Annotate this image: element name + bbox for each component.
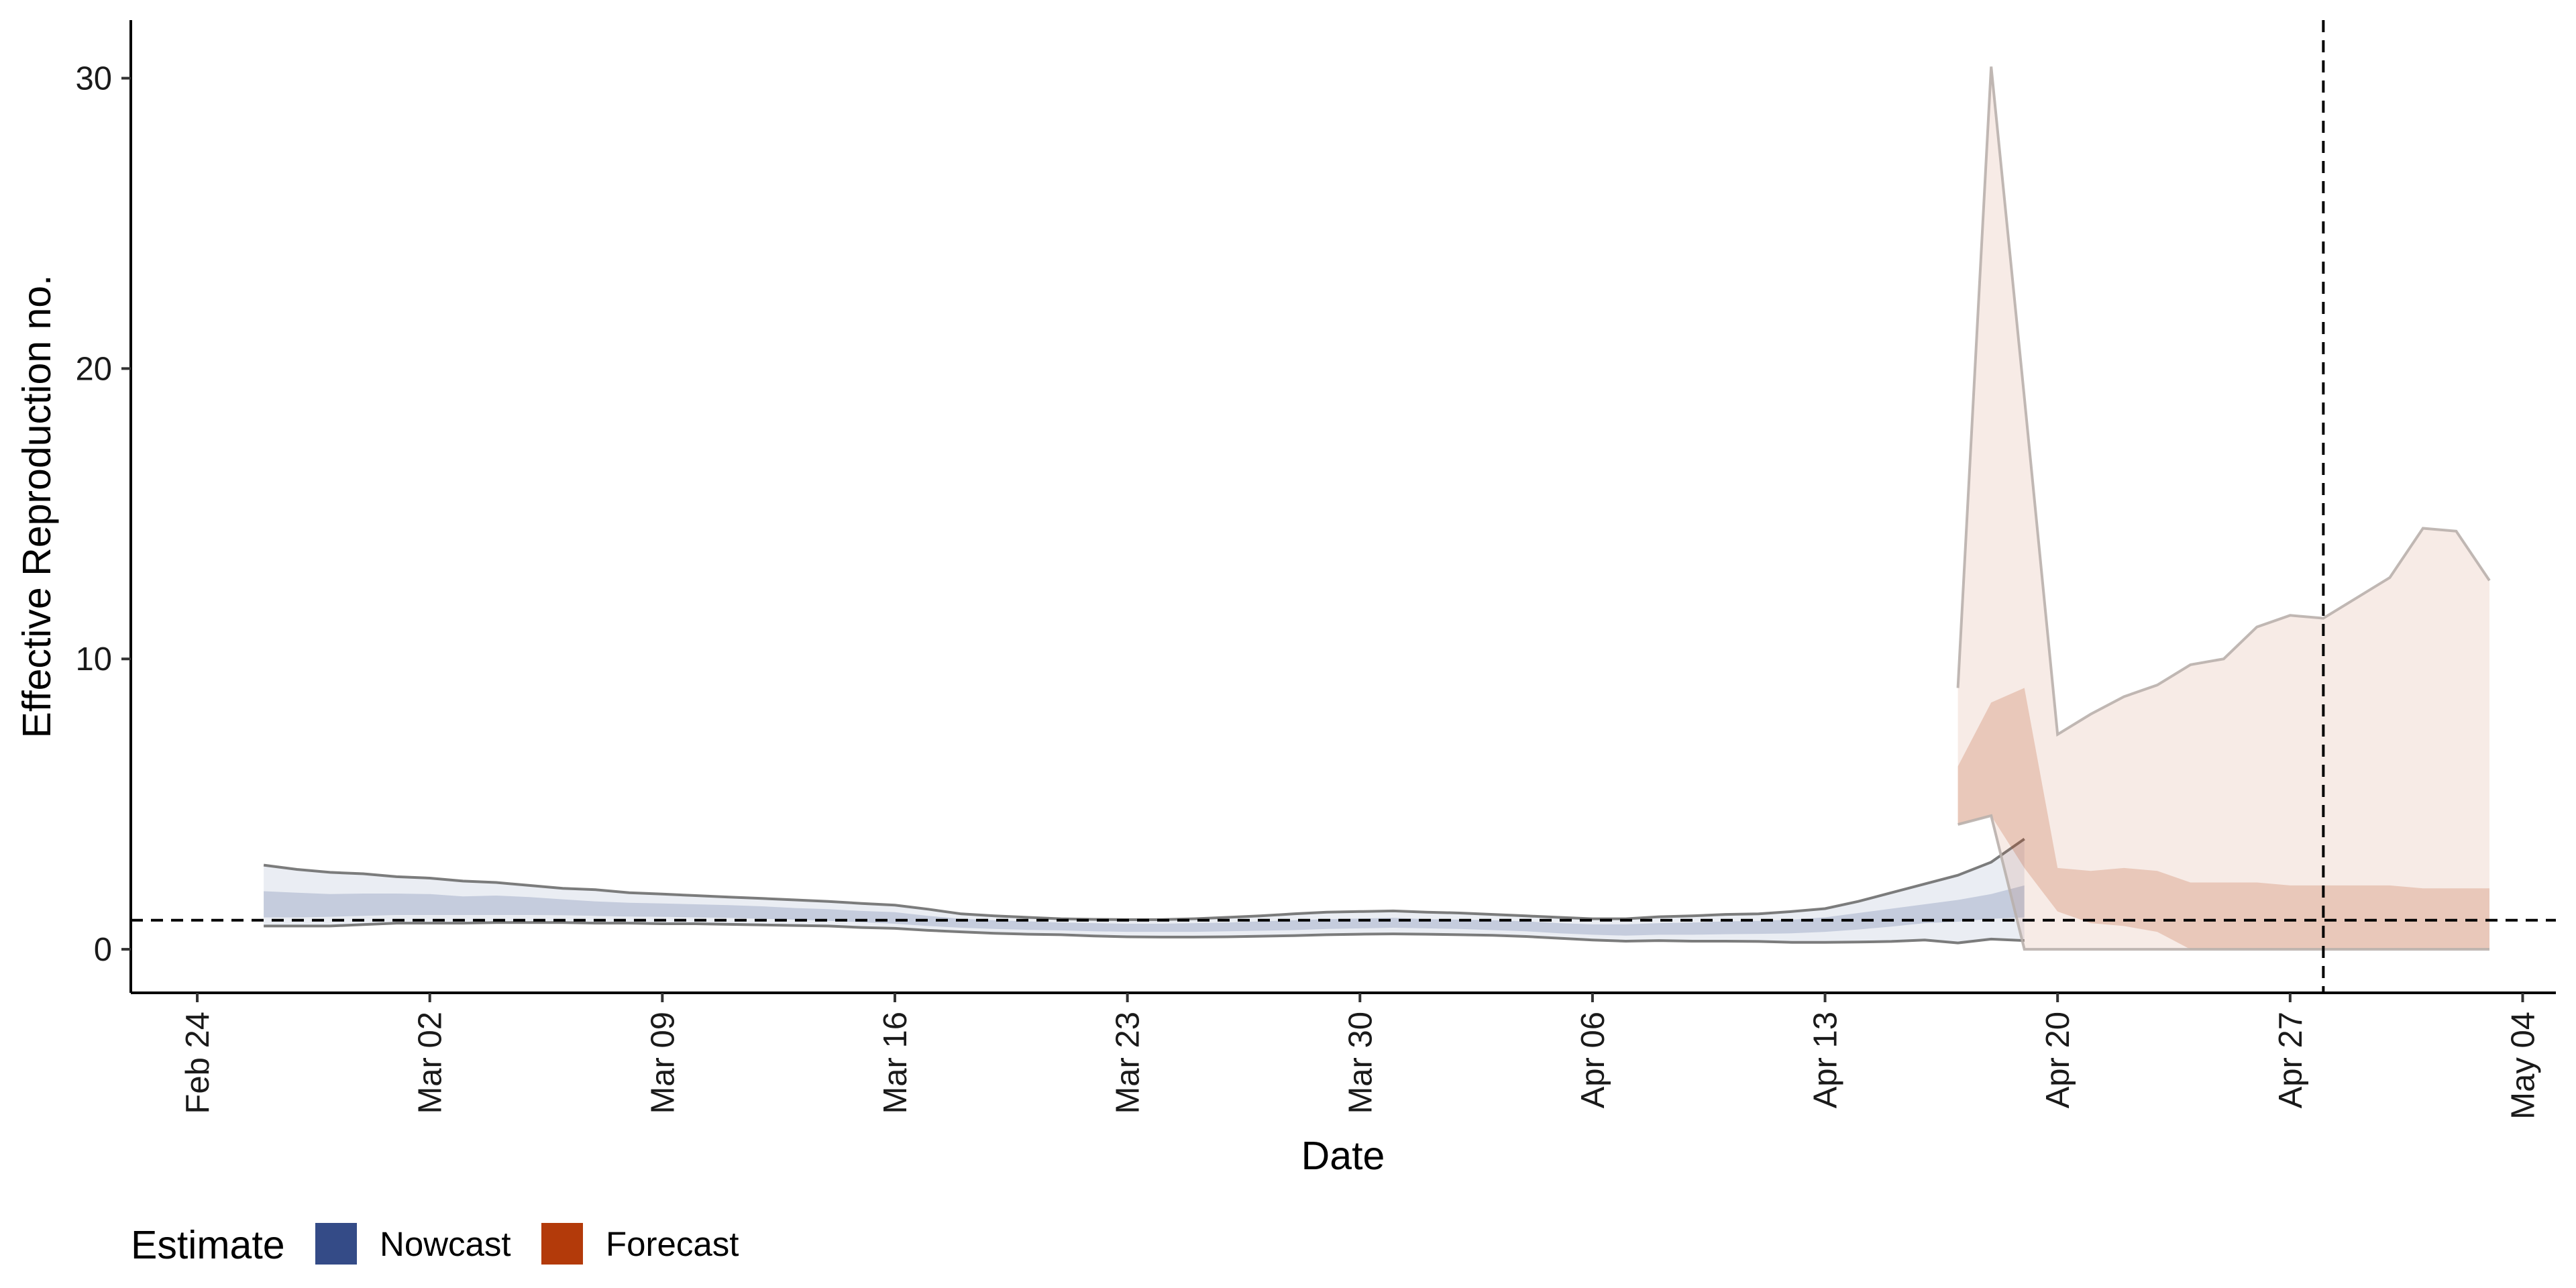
- y-tick-label: 20: [75, 351, 112, 387]
- nowcast-90pct-band: [264, 839, 2025, 943]
- x-tick-label: Mar 23: [1110, 1012, 1146, 1114]
- x-tick-label: Apr 20: [2040, 1012, 2076, 1108]
- legend-swatch-nowcast: [315, 1223, 357, 1265]
- x-tick-label: Mar 09: [645, 1012, 681, 1114]
- forecast-lower-90-line: [1957, 814, 2489, 951]
- legend-label-forecast: Forecast: [606, 1225, 739, 1263]
- x-tick-label: Apr 06: [1575, 1012, 1611, 1108]
- y-axis-ticks: 0 10 20 30: [75, 61, 131, 968]
- x-tick-label: May 04: [2506, 1012, 2542, 1120]
- legend-swatch-forecast: [541, 1223, 583, 1265]
- x-tick-label: Mar 30: [1342, 1012, 1379, 1114]
- estimate-bands: [263, 66, 2491, 951]
- nowcast-50pct-band: [264, 885, 2025, 936]
- x-tick-label: Feb 24: [180, 1012, 216, 1114]
- x-axis-title: Date: [1301, 1134, 1385, 1178]
- x-tick-label: Mar 02: [413, 1012, 449, 1114]
- x-tick-label: Mar 16: [877, 1012, 914, 1114]
- y-axis-title: Effective Reproduction no.: [15, 275, 59, 739]
- nowcast-lower-90-line: [264, 921, 2025, 945]
- forecast-50pct-band: [1957, 688, 2489, 950]
- legend: Estimate Nowcast Forecast: [131, 1223, 739, 1267]
- y-tick-label: 10: [75, 641, 112, 678]
- y-tick-label: 30: [75, 61, 112, 97]
- reference-lines: [131, 20, 2556, 993]
- legend-title: Estimate: [131, 1223, 285, 1267]
- x-tick-label: Apr 13: [1808, 1012, 1844, 1108]
- x-tick-label: Apr 27: [2273, 1012, 2309, 1108]
- legend-label-nowcast: Nowcast: [380, 1225, 511, 1263]
- forecast-90pct-band: [1957, 66, 2489, 950]
- x-axis-ticks: Feb 24 Mar 02 Mar 09 Mar 16 Mar 23 Mar 30 Apr …: [180, 993, 2542, 1120]
- axes: [129, 20, 2556, 994]
- forecast-upper-90-line: [1956, 66, 2491, 737]
- y-tick-label: 0: [94, 932, 112, 968]
